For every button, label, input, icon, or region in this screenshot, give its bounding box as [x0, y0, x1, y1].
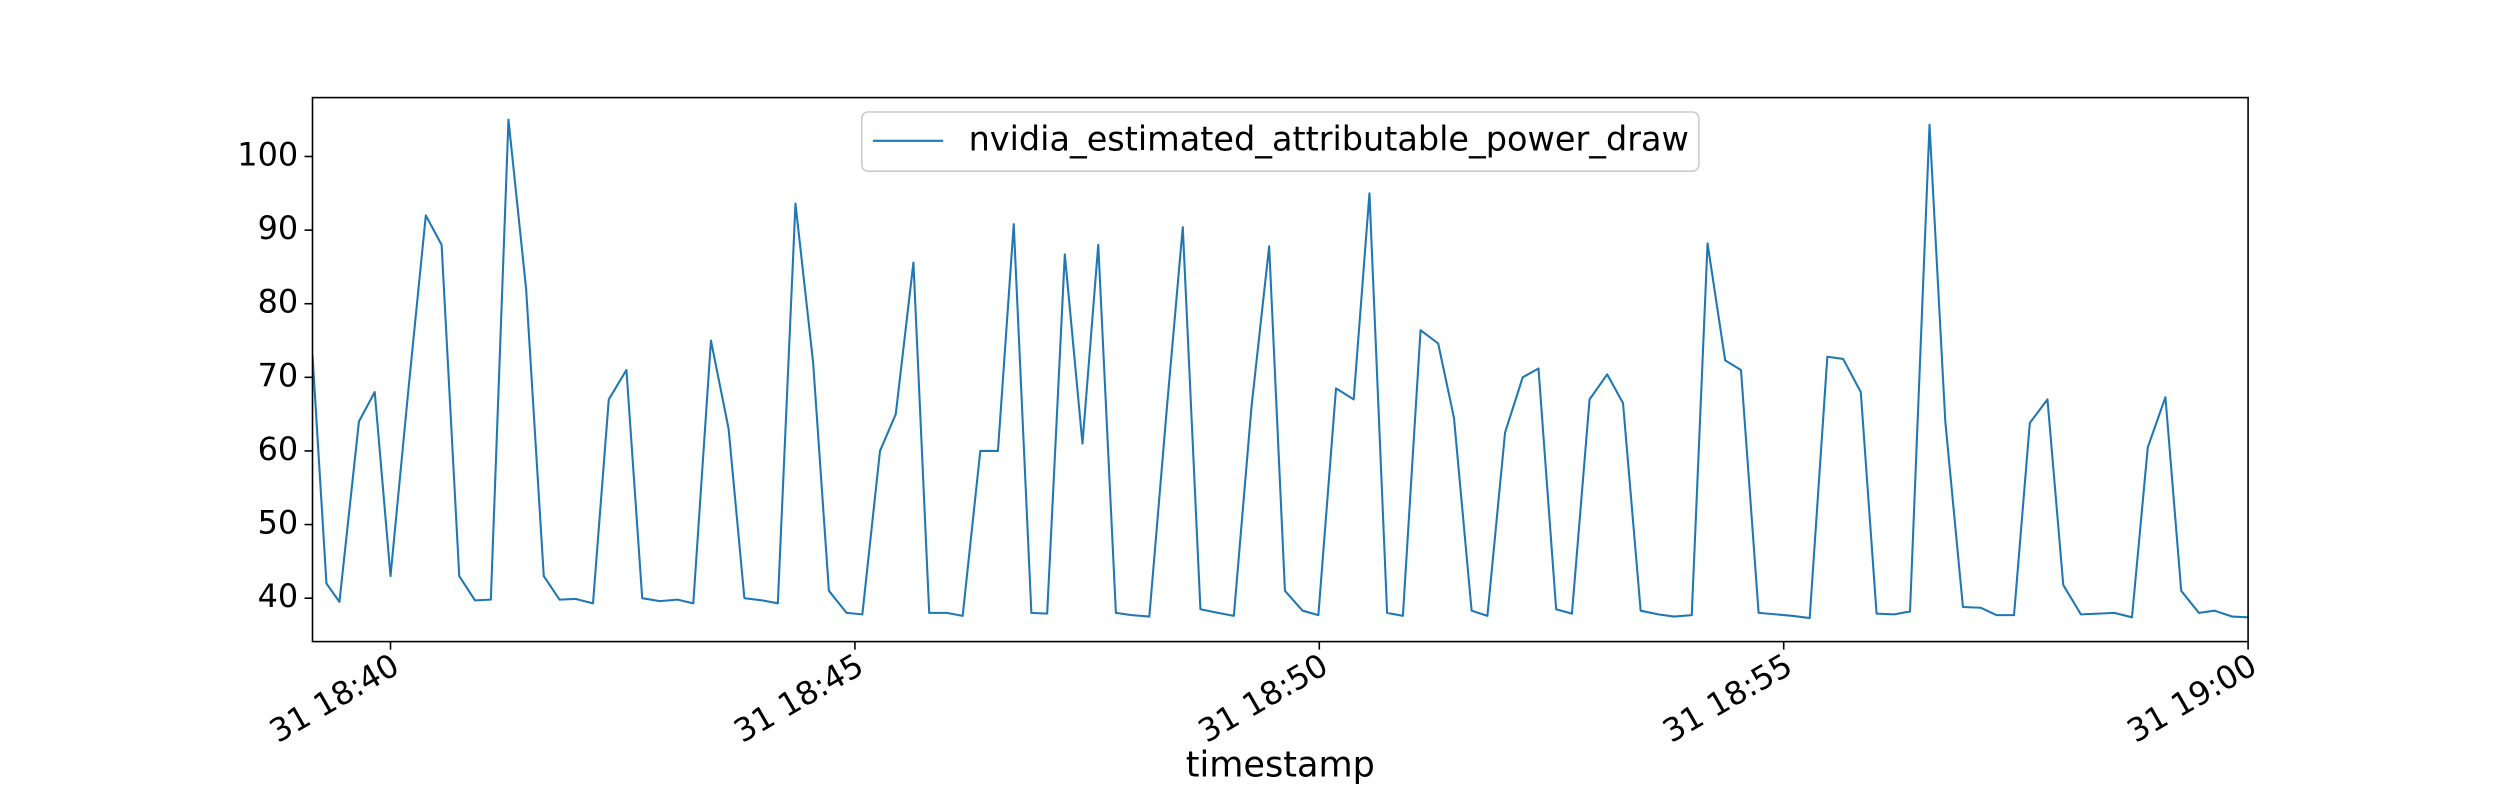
legend-box [860, 111, 1700, 172]
y-tick-label: 90 [258, 209, 299, 247]
y-tick-label: 40 [258, 577, 299, 615]
series-line [312, 118, 2249, 620]
legend-label: nvidia_estimated_attributable_power_draw [969, 119, 1689, 158]
x-axis-label: timestamp [1186, 744, 1375, 785]
y-tick-label: 50 [258, 504, 299, 542]
y-tick-label: 60 [258, 430, 299, 468]
y-tick-label: 100 [237, 135, 298, 173]
y-tick-label: 80 [258, 283, 299, 321]
plot-frame [311, 96, 2249, 643]
y-tick-label: 70 [258, 356, 299, 394]
